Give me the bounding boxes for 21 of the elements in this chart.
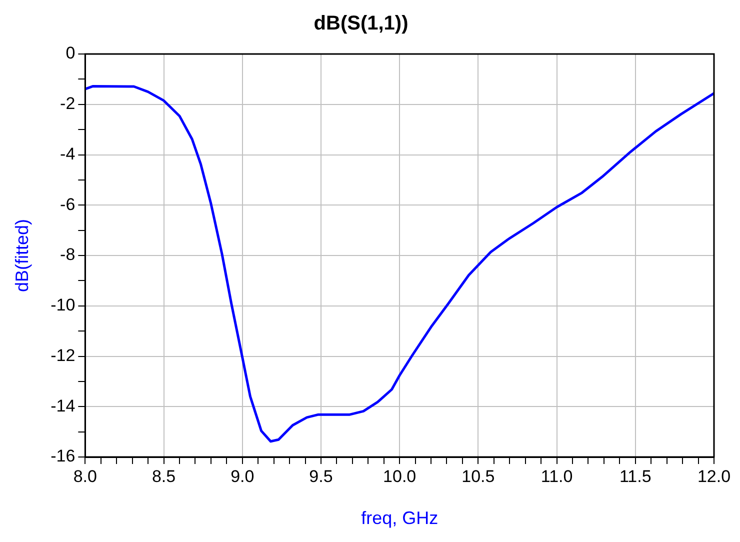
- x-tick-label: 10.0: [383, 466, 416, 486]
- x-tick-label: 12.0: [697, 466, 731, 486]
- x-axis-title: freq, GHz: [361, 508, 438, 528]
- y-tick-label: -4: [60, 144, 76, 164]
- x-tick-label: 9.5: [309, 466, 333, 486]
- x-tick-label: 11.5: [619, 466, 652, 486]
- y-tick-label: -16: [50, 446, 76, 466]
- y-tick-label: -14: [50, 396, 76, 416]
- x-tick-label: 8.0: [73, 466, 97, 486]
- y-tick-label: 0: [66, 44, 76, 63]
- x-tick-label: 11.0: [540, 466, 573, 486]
- y-axis-title: dB(fitted): [12, 218, 32, 292]
- y-tick-label: -8: [60, 245, 76, 264]
- y-tick-label: -10: [50, 296, 76, 315]
- y-tick-label: -6: [60, 194, 76, 214]
- y-tick-label: -12: [50, 346, 76, 365]
- y-tick-label: -2: [60, 94, 76, 114]
- x-tick-label: 9.0: [230, 466, 254, 486]
- x-tick-label: 8.5: [152, 466, 176, 486]
- x-tick-label: 10.5: [462, 466, 495, 486]
- chart-title: dB(S(1,1)): [314, 12, 408, 35]
